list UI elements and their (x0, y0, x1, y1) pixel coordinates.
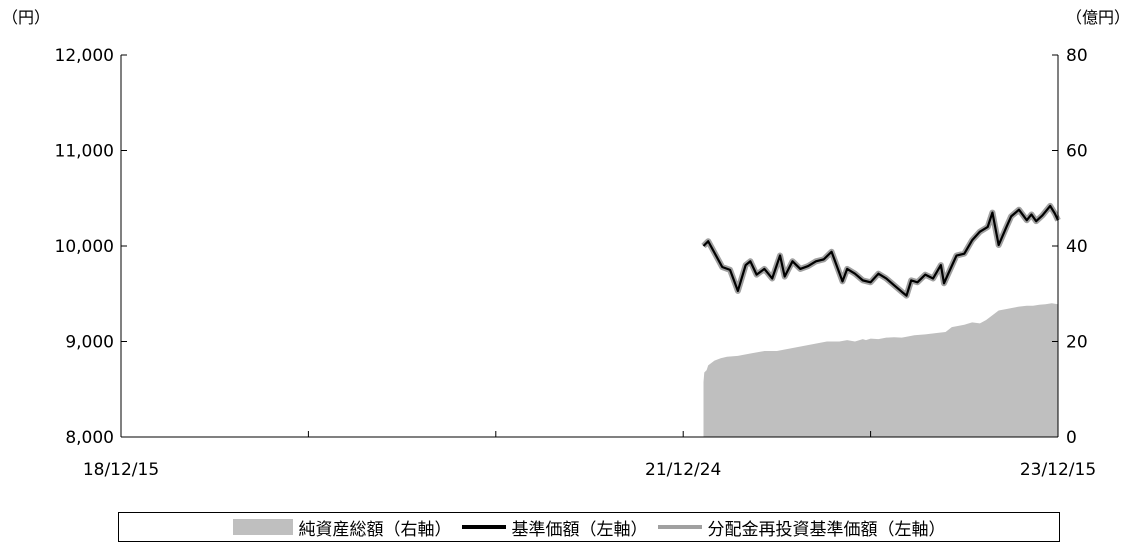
right-tick-label: 20 (1066, 333, 1088, 353)
legend-swatch-nav (461, 525, 506, 529)
legend-label-net-assets: 純資産総額（右軸） (298, 519, 452, 540)
net-assets-area (703, 303, 1058, 437)
legend-swatch-reinvested-nav (657, 525, 702, 529)
nav-line (702, 204, 1059, 297)
x-tick-label-mid: 21/12/24 (645, 460, 721, 480)
x-tick-label-end: 23/12/15 (1020, 460, 1096, 480)
right-tick-label: 0 (1066, 428, 1077, 448)
legend-item-reinvested-nav: 分配金再投資基準価額（左軸） (657, 515, 946, 540)
right-tick-label: 40 (1066, 237, 1088, 257)
left-tick-label: 10,000 (55, 237, 114, 257)
reinvested-nav-line (701, 202, 1061, 299)
right-tick-label: 80 (1066, 46, 1088, 66)
legend-label-nav: 基準価額（左軸） (511, 519, 648, 540)
left-tick-label: 11,000 (55, 142, 114, 162)
left-tick-label: 12,000 (55, 46, 114, 66)
legend: 純資産総額（右軸） 基準価額（左軸） 分配金再投資基準価額（左軸） (118, 512, 1060, 542)
legend-swatch-net-assets (232, 519, 293, 535)
legend-item-nav: 基準価額（左軸） (461, 515, 648, 540)
legend-item-net-assets: 純資産総額（右軸） (232, 515, 452, 540)
left-tick-label: 9,000 (65, 333, 114, 353)
left-axis-unit: （円） (2, 8, 50, 27)
right-tick-label: 60 (1066, 142, 1088, 162)
x-tick-label-start: 18/12/15 (83, 460, 159, 480)
legend-label-reinvested-nav: 分配金再投資基準価額（左軸） (707, 519, 946, 540)
left-tick-label: 8,000 (65, 428, 114, 448)
right-axis-unit: （億円） (1066, 8, 1130, 27)
